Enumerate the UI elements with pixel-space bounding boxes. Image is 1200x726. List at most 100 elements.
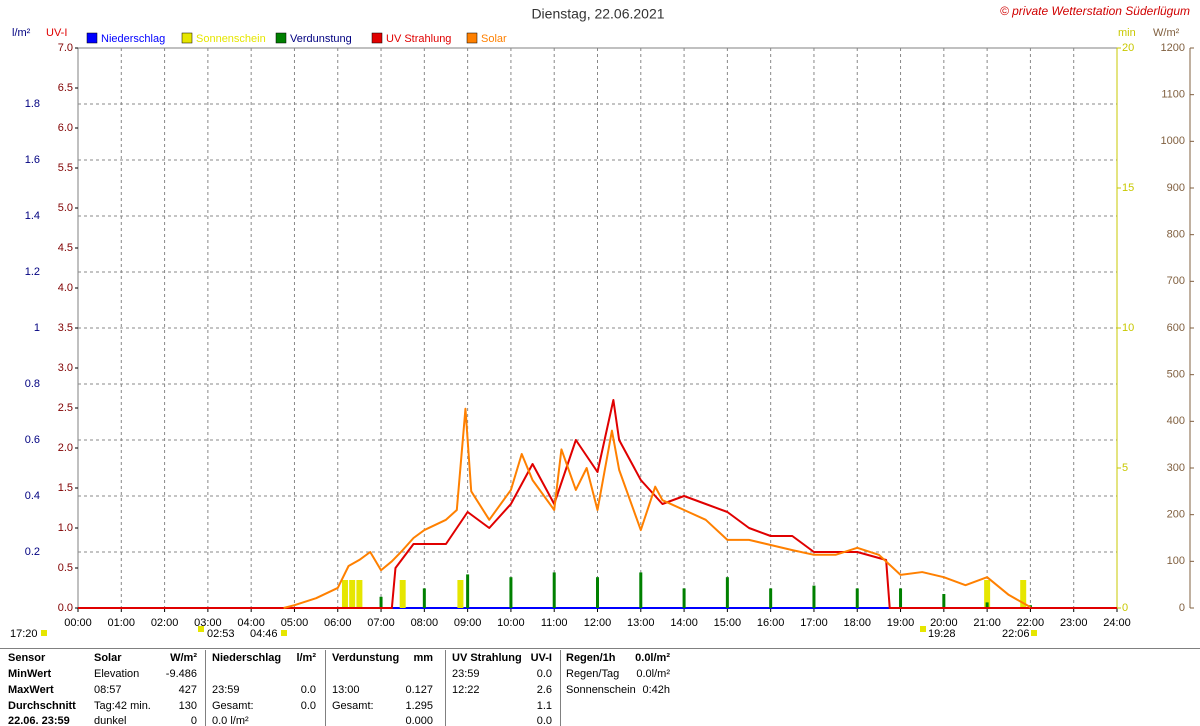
y-tick-label: 6.0 xyxy=(58,122,73,134)
table-cell: 0.000 xyxy=(405,715,433,726)
bar xyxy=(457,580,464,608)
y-tick-label: 700 xyxy=(1167,275,1185,287)
table-cell: l/m² xyxy=(296,652,316,664)
y-tick-label: 10 xyxy=(1122,322,1134,334)
x-tick-label: 01:00 xyxy=(108,617,136,629)
y-tick-label: 1 xyxy=(34,322,40,334)
y-tick-label: 1000 xyxy=(1161,135,1185,147)
annotation: 17:20 xyxy=(10,628,38,640)
table-cell: Elevation xyxy=(94,668,140,680)
y-tick-label: 1.5 xyxy=(58,482,73,494)
annotation: 19:28 xyxy=(928,628,956,640)
table-cell: 0:42h xyxy=(642,684,670,696)
table-cell: UV-I xyxy=(530,652,552,664)
x-tick-label: 03:00 xyxy=(194,617,222,629)
x-tick-label: 23:00 xyxy=(1060,617,1088,629)
marker xyxy=(41,630,47,636)
table-cell: mm xyxy=(413,652,433,664)
bar xyxy=(341,580,348,608)
bar xyxy=(356,580,363,608)
table-cell: 23:59 xyxy=(212,684,240,696)
copyright: © private Wetterstation Süderlügum xyxy=(1000,4,1190,18)
bar xyxy=(855,588,859,608)
table-cell: 0 xyxy=(190,715,197,726)
y-tick-label: 400 xyxy=(1167,415,1185,427)
x-tick-label: 04:00 xyxy=(237,617,265,629)
table-cell: Solar xyxy=(94,652,122,664)
table-cell: 0.0 xyxy=(536,715,552,726)
y-tick-label: 4.0 xyxy=(58,282,73,294)
x-tick-label: 08:00 xyxy=(411,617,439,629)
x-tick-label: 22:00 xyxy=(1017,617,1045,629)
legend-swatch xyxy=(86,32,98,44)
bar xyxy=(552,572,556,608)
table-cell: 0.127 xyxy=(405,684,433,696)
line xyxy=(78,399,1117,609)
table-cell: 13:00 xyxy=(332,684,360,696)
x-tick-label: 10:00 xyxy=(497,617,525,629)
table-cell: 23:59 xyxy=(452,668,480,680)
y-tick-label: 0.4 xyxy=(25,490,40,502)
x-tick-label: 11:00 xyxy=(541,617,568,629)
legend-label: Solar xyxy=(481,33,507,45)
x-tick-label: 12:00 xyxy=(584,617,612,629)
table-border xyxy=(0,648,1200,649)
y-tick-label: 1.8 xyxy=(25,98,40,110)
x-tick-label: 17:00 xyxy=(800,617,828,629)
x-tick-label: 21:00 xyxy=(973,617,1001,629)
table-cell: Sensor xyxy=(8,652,46,664)
marker xyxy=(1031,630,1037,636)
y-tick-label: 1.0 xyxy=(58,522,73,534)
y-tick-label: 800 xyxy=(1167,229,1185,241)
y-tick-label: 0.0 xyxy=(58,602,73,614)
x-tick-label: 07:00 xyxy=(367,617,395,629)
legend-label: UV Strahlung xyxy=(386,33,451,45)
bar xyxy=(769,588,773,608)
y-tick-label: 1.6 xyxy=(25,154,40,166)
x-tick-label: 24:00 xyxy=(1103,617,1131,629)
x-tick-label: 14:00 xyxy=(670,617,698,629)
annotation: 04:46 xyxy=(250,628,278,640)
table-cell: Gesamt: xyxy=(332,700,374,712)
y-tick-label: 200 xyxy=(1167,509,1185,521)
table-cell: Regen/Tag xyxy=(566,668,620,680)
bar xyxy=(349,580,356,608)
table-cell: 0.0l/m² xyxy=(635,652,670,664)
bar xyxy=(725,577,729,608)
bar xyxy=(899,588,903,608)
table-cell: 1.295 xyxy=(405,700,433,712)
y-tick-label: 1200 xyxy=(1161,42,1185,54)
bar xyxy=(639,572,643,608)
x-tick-label: 19:00 xyxy=(887,617,915,629)
legend-swatch xyxy=(275,32,287,44)
y-tick-label: 0 xyxy=(1122,602,1128,614)
table-cell: UV Strahlung xyxy=(452,652,522,664)
axis-label: W/m² xyxy=(1153,27,1180,39)
table-cell: 08:57 xyxy=(94,684,122,696)
y-tick-label: 2.0 xyxy=(58,442,73,454)
bar xyxy=(466,574,470,608)
table-cell: Gesamt: xyxy=(212,700,254,712)
x-tick-label: 18:00 xyxy=(843,617,871,629)
legend-swatch xyxy=(371,32,383,44)
legend-swatch xyxy=(466,32,478,44)
table-cell: 0.0 xyxy=(536,668,552,680)
y-tick-label: 600 xyxy=(1167,322,1185,334)
y-tick-label: 0.5 xyxy=(58,562,73,574)
legend-swatch xyxy=(181,32,193,44)
bar xyxy=(942,594,946,608)
y-tick-label: 3.0 xyxy=(58,362,73,374)
y-tick-label: 5 xyxy=(1122,462,1128,474)
table-cell: 1.1 xyxy=(536,700,552,712)
y-tick-label: 0.6 xyxy=(25,434,40,446)
x-tick-label: 05:00 xyxy=(281,617,309,629)
bar xyxy=(682,588,686,608)
table-cell: W/m² xyxy=(170,652,197,664)
y-tick-label: 500 xyxy=(1167,369,1185,381)
bar xyxy=(596,577,599,608)
y-tick-label: 6.5 xyxy=(58,82,73,94)
x-tick-label: 13:00 xyxy=(627,617,655,629)
bar xyxy=(812,585,816,608)
axis-label: UV-I xyxy=(46,27,67,39)
